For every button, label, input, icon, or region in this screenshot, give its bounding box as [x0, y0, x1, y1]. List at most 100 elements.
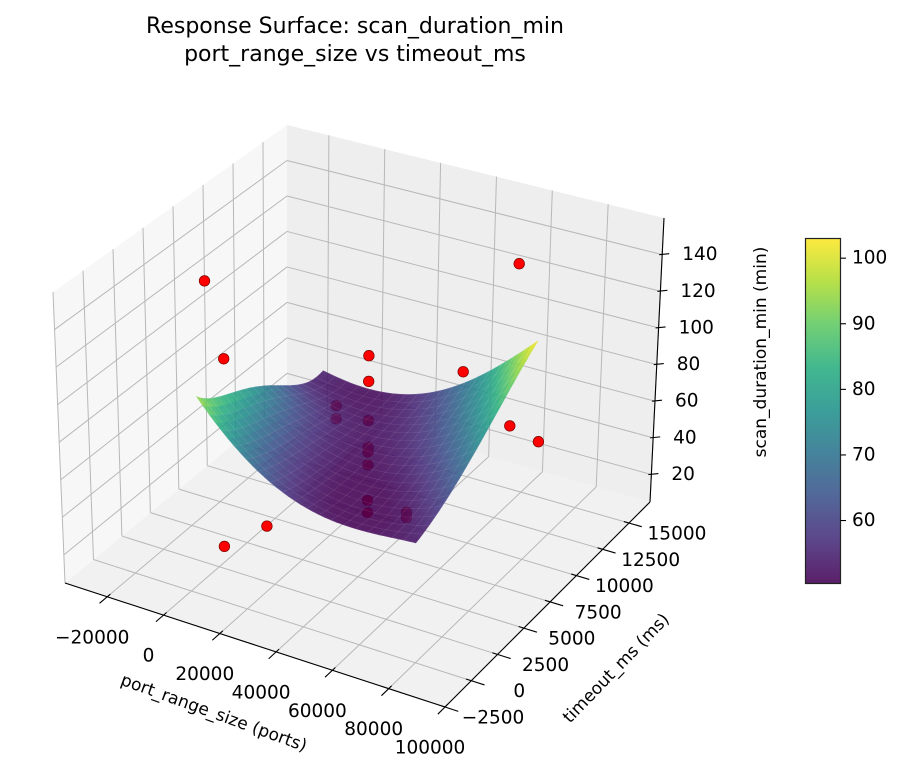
surface-mesh-line: [282, 394, 406, 493]
data-point: [261, 520, 273, 532]
surface-facet: [409, 537, 420, 544]
surface-mesh-line: [203, 398, 423, 535]
floor-gridline-y: [93, 559, 472, 682]
surface-mesh-line: [403, 349, 526, 541]
z-tick-mark: [653, 363, 664, 366]
surface-mesh-line: [270, 393, 394, 483]
data-point: [218, 540, 231, 553]
z-tick-mark: [651, 399, 663, 402]
z-tick-mark: [655, 326, 666, 329]
y-tick-mark: [544, 599, 564, 607]
back-gridline-z: [286, 159, 663, 256]
y-axis-line: [444, 501, 651, 708]
surface-mesh-line: [233, 385, 359, 446]
surface-mesh-line: [323, 340, 539, 395]
x-tick-mark: [99, 593, 111, 604]
surface-mesh-line: [224, 394, 443, 510]
left-gridline-z: [54, 160, 288, 330]
back-gridline-z: [286, 230, 659, 329]
floor-gridline-x: [275, 456, 490, 653]
chart-title: Response Surface: scan_duration_min: [146, 14, 564, 39]
colorbar-tick-label: 60: [852, 510, 876, 531]
y-tick-mark: [518, 626, 538, 633]
surface-mesh-line: [274, 385, 491, 450]
surface-mesh-line: [316, 352, 532, 403]
x-tick-label: 20000: [175, 664, 234, 685]
x-tick-mark: [381, 685, 392, 697]
y-tick-mark: [623, 521, 642, 528]
y-tick-mark: [492, 652, 511, 660]
data-point: [504, 420, 516, 432]
z-tick-label: 100: [679, 317, 714, 338]
surface-mesh-line: [267, 385, 484, 458]
surface-mesh-line: [294, 394, 418, 502]
response-surface: [195, 340, 539, 544]
surface-mesh-line: [209, 376, 336, 416]
z-tick-label: 60: [675, 391, 699, 412]
surface-mesh-line: [355, 377, 478, 529]
left-gridline-y: [142, 227, 151, 513]
y-tick-mark: [597, 547, 616, 554]
z-tick-mark: [659, 253, 670, 256]
surface-mesh-line: [302, 375, 518, 418]
colorbar-tick-label: 90: [852, 313, 876, 334]
surface-mesh-line: [415, 340, 539, 544]
back-gridline-x: [595, 204, 609, 487]
back-gridline-x: [380, 149, 386, 427]
left-gridline-z: [57, 231, 288, 406]
z-tick-label: 140: [682, 244, 717, 265]
back-gridline-z: [286, 195, 661, 292]
data-point: [218, 353, 230, 365]
surface-mesh-line: [367, 371, 490, 533]
x-tick-label: 40000: [232, 682, 291, 703]
data-point: [198, 275, 211, 287]
z-tick-label: 20: [671, 464, 695, 485]
chart-subtitle: port_range_size vs timeout_ms: [184, 42, 526, 67]
left-gridline-z: [55, 195, 288, 368]
x-tick-mark: [324, 667, 336, 678]
z-axis-label: scan_duration_min (min): [751, 247, 771, 458]
surface-mesh-line: [260, 386, 477, 466]
back-gridline-z: [286, 301, 656, 402]
z-tick-label: 80: [677, 354, 701, 375]
back-gridline-x: [326, 135, 330, 412]
colorbar-tick-label: 80: [852, 379, 876, 400]
surface-mesh-line: [221, 381, 347, 432]
surface-mesh-line: [210, 398, 430, 526]
x-tick-label: 60000: [288, 701, 347, 722]
data-point: [513, 258, 525, 270]
z-axis-line: [649, 217, 665, 503]
surface-mesh-line: [217, 396, 436, 518]
colorbar-gradient: [805, 238, 841, 584]
z-tick-mark: [650, 436, 661, 439]
back-gridline-z: [286, 266, 657, 366]
surface-mesh-line: [281, 385, 497, 442]
left-gridline-y: [112, 249, 123, 537]
floor-gridline-y: [150, 512, 524, 629]
floor-gridline-y: [178, 488, 551, 603]
y-tick-label: 0: [513, 681, 525, 702]
x-tick-label: −20000: [55, 627, 129, 648]
y-tick-mark: [439, 704, 459, 712]
left-gridline-z: [58, 266, 288, 443]
data-point: [457, 366, 469, 378]
colorbar-ticks: 60 70 80 90 100: [840, 248, 887, 531]
z-tick-mark: [657, 289, 668, 292]
back-gridline-x: [541, 190, 553, 472]
x-tick-mark: [437, 703, 449, 715]
surface-mesh-line: [331, 386, 454, 521]
y-tick-mark: [465, 678, 485, 686]
x-axis-line: [64, 582, 446, 708]
floor-gridline-x: [332, 471, 543, 671]
surface-mesh-line: [239, 390, 457, 493]
x-tick-label: 0: [143, 646, 155, 667]
surface-mesh-line: [258, 391, 383, 472]
x-tick-mark: [211, 630, 224, 641]
colorbar: 60 70 80 90 100: [804, 237, 887, 585]
y-tick-label: 5000: [548, 629, 595, 650]
surface-mesh-line: [196, 370, 324, 399]
colorbar-tick-label: 100: [852, 248, 887, 269]
surface-mesh-line: [309, 363, 525, 411]
surface-mesh-line: [246, 389, 371, 460]
